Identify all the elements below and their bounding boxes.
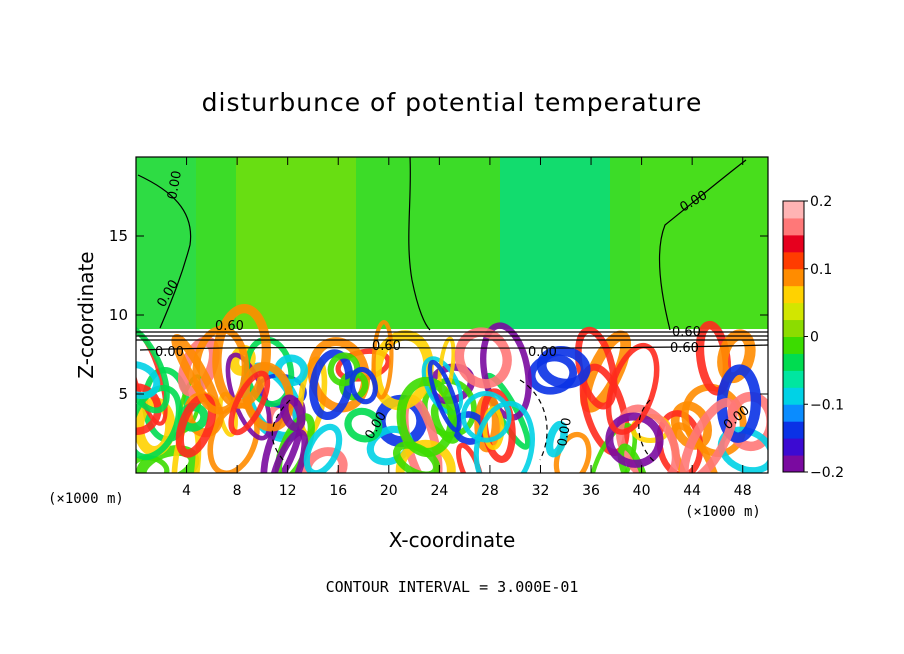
contour-label-11: 0.60 bbox=[670, 341, 699, 356]
colorbar-swatch-2 bbox=[783, 421, 804, 439]
colorbar-label-4: −0.2 bbox=[810, 465, 844, 481]
colorbar-swatch-12 bbox=[783, 251, 804, 270]
contour-lines bbox=[136, 157, 768, 463]
x-tick-label-3: 16 bbox=[329, 483, 347, 499]
eddy bbox=[279, 394, 306, 432]
colorbar-swatch-3 bbox=[783, 404, 804, 422]
eddy bbox=[679, 398, 738, 473]
x-tick-label-2: 12 bbox=[279, 483, 297, 499]
turbulent-eddies bbox=[136, 304, 768, 473]
colorbar-swatch-1 bbox=[783, 438, 804, 456]
eddy bbox=[309, 349, 354, 421]
eddy bbox=[545, 420, 568, 458]
colorbar-swatch-9 bbox=[783, 302, 804, 321]
colorbar-swatch-15 bbox=[783, 201, 804, 219]
eddy bbox=[344, 407, 383, 443]
upper-field-cyan-patch bbox=[500, 157, 610, 329]
eddy bbox=[349, 366, 378, 405]
x-unit-right: (×1000 m) bbox=[685, 504, 761, 520]
colorbar-label-1: 0.1 bbox=[810, 262, 832, 278]
eddy bbox=[136, 321, 170, 414]
eddy bbox=[427, 359, 462, 433]
contour-line bbox=[139, 344, 768, 351]
eddy bbox=[371, 320, 394, 400]
colorbar-label-0: 0.2 bbox=[810, 194, 832, 210]
colorbar-label-2: 0 bbox=[810, 330, 819, 346]
x-tick-label-1: 8 bbox=[233, 483, 242, 499]
eddy bbox=[136, 329, 168, 426]
contour-label-4: 0.00 bbox=[555, 417, 575, 448]
x-tick-label-11: 48 bbox=[734, 483, 752, 499]
y-tick-label-1: 10 bbox=[109, 306, 128, 324]
contour-line-dashed bbox=[638, 399, 656, 463]
colorbar-frame bbox=[782, 200, 805, 473]
x-tick-label-4: 20 bbox=[380, 483, 398, 499]
eddy bbox=[460, 391, 512, 443]
chart-title: disturbunce of potential temperature bbox=[202, 88, 703, 117]
upper-field-left-patch bbox=[136, 157, 196, 329]
contour-label-7: 0.00 bbox=[165, 170, 185, 201]
colorbar-swatch-6 bbox=[783, 353, 804, 371]
colorbar-swatch-14 bbox=[783, 217, 804, 236]
eddy bbox=[136, 361, 161, 400]
eddy bbox=[615, 404, 680, 473]
x-axis-title: X-coordinate bbox=[389, 528, 516, 552]
contour-label-10: 0.60 bbox=[672, 325, 701, 340]
eddy bbox=[241, 361, 294, 432]
x-axis-ticks: 4 8 12 16 20 24 28 32 36 40 44 48 bbox=[182, 157, 752, 499]
contour-label-9: 0.60 bbox=[372, 339, 401, 354]
plot-area: 0.00 0.000.000.000.000.00 0.000.000.600.60… bbox=[136, 157, 768, 473]
eddy bbox=[267, 429, 309, 473]
upper-field-yellow-patch bbox=[236, 157, 356, 329]
x-tick-label-0: 4 bbox=[182, 483, 191, 499]
colorbar-swatch-8 bbox=[783, 319, 804, 337]
y-tick-label-2: 15 bbox=[109, 227, 128, 245]
contour-line bbox=[137, 174, 192, 329]
contour-line-dashed bbox=[271, 399, 291, 463]
eddy bbox=[605, 342, 660, 435]
y-axis-title: Z-coordinate bbox=[74, 251, 98, 378]
y-tick-label-0: 5 bbox=[118, 385, 128, 403]
colorbar-swatch-7 bbox=[783, 336, 804, 354]
contour-label-1: 0.00 bbox=[528, 345, 557, 360]
contour-label-8: 0.60 bbox=[215, 319, 244, 334]
eddy bbox=[228, 370, 271, 436]
colorbar-label-3: −0.1 bbox=[810, 397, 844, 413]
eddy bbox=[192, 325, 250, 415]
upper-field-right-patch bbox=[640, 157, 768, 329]
contour-interval-note: CONTOUR INTERVAL = 3.000E-01 bbox=[326, 578, 579, 596]
x-tick-label-9: 40 bbox=[633, 483, 651, 499]
x-unit-left: (×1000 m) bbox=[48, 491, 124, 507]
x-tick-label-8: 36 bbox=[582, 483, 600, 499]
colorbar-swatch-0 bbox=[783, 455, 804, 473]
colorbar-swatch-10 bbox=[783, 285, 804, 304]
colorbar-swatch-4 bbox=[783, 387, 804, 405]
contour-label-0: 0.00 bbox=[155, 345, 184, 360]
contour-line bbox=[658, 159, 747, 331]
colorbar-swatch-11 bbox=[783, 268, 804, 287]
eddy bbox=[302, 447, 348, 473]
y-axis-ticks: 5 10 15 bbox=[109, 227, 768, 403]
colorbar-swatch-5 bbox=[783, 370, 804, 388]
colorbar-swatch-13 bbox=[783, 234, 804, 253]
contour-line bbox=[408, 157, 431, 331]
eddy bbox=[536, 346, 591, 389]
x-tick-label-7: 32 bbox=[532, 483, 550, 499]
eddy bbox=[396, 376, 457, 458]
x-tick-label-10: 44 bbox=[683, 483, 701, 499]
x-tick-label-6: 28 bbox=[481, 483, 499, 499]
x-tick-label-5: 24 bbox=[430, 483, 448, 499]
colorbar: 0.2 0.1 0 −0.1 −0.2 bbox=[783, 194, 844, 481]
eddy bbox=[473, 400, 535, 473]
